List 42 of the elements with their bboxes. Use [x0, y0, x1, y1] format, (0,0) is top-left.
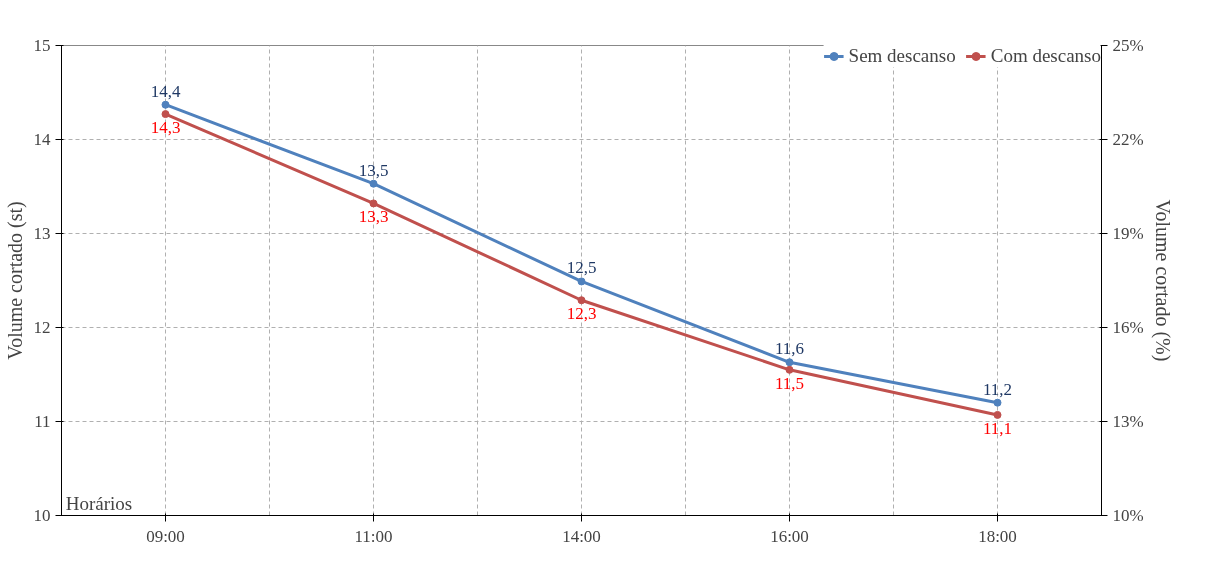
y-tick-label: 15: [33, 36, 51, 55]
y2-tick-label: 25%: [1112, 36, 1144, 55]
point: [161, 110, 170, 119]
data-label: 12,3: [566, 304, 597, 324]
y-tick-label: 10: [33, 506, 51, 525]
point: [577, 296, 586, 305]
y-tick-label: 12: [33, 318, 51, 337]
y2-tick-label: 16%: [1112, 318, 1144, 337]
x-tick-label: 18:00: [978, 526, 1017, 546]
x-tick-label: 09:00: [146, 526, 185, 546]
y2-tick-label: 13%: [1112, 412, 1144, 431]
legend-label: Com descanso: [990, 45, 1101, 67]
data-label: 11,1: [982, 418, 1013, 438]
legend-label: Sem descanso: [848, 45, 956, 67]
data-label: 13,3: [358, 207, 389, 227]
point: [369, 179, 378, 188]
y-axis-title: Volume cortado (st): [3, 201, 27, 360]
y2-tick-label: 10%: [1112, 506, 1144, 525]
x-tick-label: 11:00: [354, 526, 393, 546]
data-label: 11,6: [774, 339, 805, 359]
x-tick-label: 14:00: [562, 526, 601, 546]
point: [577, 277, 586, 286]
point: [161, 100, 170, 109]
y2-axis-title: Volume cortado (%): [1150, 199, 1174, 362]
y2-tick-label: 19%: [1112, 224, 1144, 243]
data-label: 11,5: [774, 373, 805, 393]
data-label: 11,2: [982, 379, 1013, 399]
x-axis-title: Horários: [65, 492, 133, 514]
data-label: 13,5: [358, 160, 389, 180]
y-tick-label: 13: [33, 224, 51, 243]
data-label: 14,3: [150, 118, 181, 138]
x-tick-label: 16:00: [770, 526, 809, 546]
point: [993, 398, 1002, 407]
point: [785, 358, 794, 367]
point: [993, 410, 1002, 419]
point: [785, 365, 794, 374]
y-tick-label: 11: [34, 412, 51, 431]
data-label: 14,4: [150, 81, 181, 101]
point: [369, 199, 378, 208]
y-tick-label: 14: [33, 130, 51, 149]
y2-tick-label: 22%: [1112, 130, 1144, 149]
data-label: 12,5: [566, 258, 597, 278]
